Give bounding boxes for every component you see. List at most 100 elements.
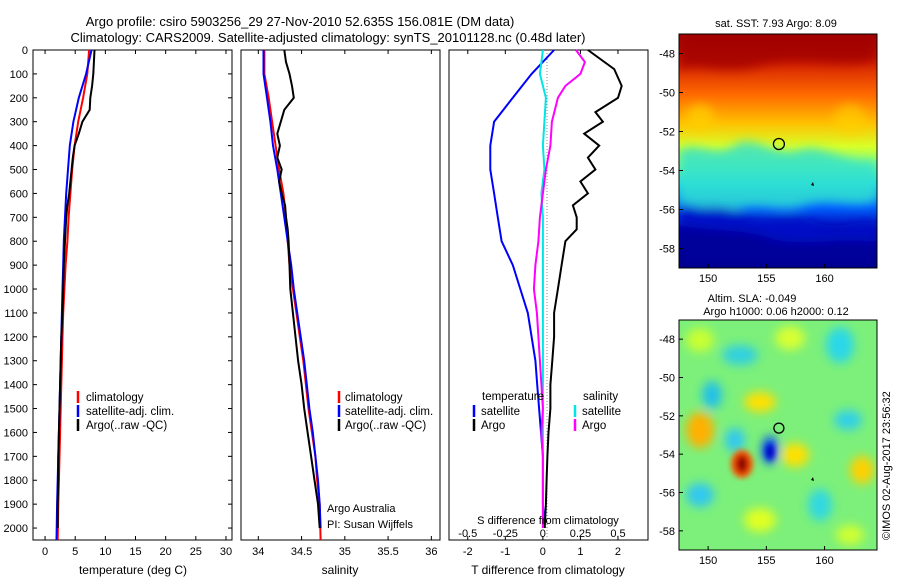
map-y-tick-label: -56	[659, 205, 675, 217]
x-tick-label: 25	[190, 546, 202, 558]
sla-map-frame	[678, 319, 878, 551]
temperature-x-ticks: 0 5 10 15 20 25 30	[42, 50, 232, 558]
secondary-x-tick-label: -0.25	[493, 528, 518, 540]
secondary-x-tick-label: 0.25	[570, 528, 591, 540]
map-y-tick-label: -50	[659, 373, 675, 385]
x-tick-label: 35	[339, 546, 351, 558]
sst-map-x-ticks: 150 155 160	[699, 264, 834, 285]
x-tick-label: 20	[160, 546, 172, 558]
x-tick-label: 0	[540, 546, 546, 558]
y-tick-label: 1400	[4, 380, 28, 392]
x-tick-label: 34.5	[291, 546, 312, 558]
salinity-series-satellite-adj-clim-	[262, 50, 322, 529]
map-x-tick-label: 155	[757, 555, 775, 567]
salinity-panel: 34 34.5 35 35.5 36 salinity climatology sate…	[240, 49, 441, 577]
sla-map-title-line-2: Argo h1000: 0.06 h2000: 0.12	[703, 306, 849, 318]
x-tick-label: -2	[463, 546, 473, 558]
y-tick-label: 700	[10, 212, 28, 224]
secondary-x-tick-label: 0.5	[610, 528, 625, 540]
map-x-tick-label: 160	[815, 555, 833, 567]
y-tick-label: 600	[10, 188, 28, 200]
sla-map: Altim. SLA: -0.049 Argo h1000: 0.06 h200…	[659, 293, 878, 567]
temperature-legend-satellite: satellite-adj. clim.	[86, 406, 174, 418]
salinity-legend-satellite: satellite-adj. clim.	[345, 406, 433, 418]
y-tick-label: 1700	[4, 451, 28, 463]
y-tick-label: 1600	[4, 427, 28, 439]
legend-t-satellite: satellite	[481, 406, 520, 418]
temperature-legend-climatology: climatology	[86, 392, 144, 404]
map-y-tick-label: -54	[659, 449, 675, 461]
y-tick-label: 400	[10, 141, 28, 153]
temperature-axes-frame	[32, 49, 233, 541]
legend-t-argo: Argo	[481, 420, 505, 432]
map-y-tick-label: -58	[659, 244, 675, 256]
y-tick-label: 2000	[4, 523, 28, 535]
salinity-series-argo-raw-qc-	[276, 49, 321, 529]
salinity-legend-climatology: climatology	[345, 392, 403, 404]
x-tick-label: 10	[99, 546, 111, 558]
sst-field	[679, 34, 877, 268]
difference-series-temperature-argo	[543, 49, 623, 529]
sst-argo-position-marker	[772, 137, 786, 151]
y-tick-label: 500	[10, 165, 28, 177]
difference-axes-frame	[448, 49, 649, 541]
secondary-x-tick-label: 0	[540, 528, 546, 540]
map-y-tick-label: -56	[659, 488, 675, 500]
difference-secondary-x-label: S difference from climatology	[477, 515, 619, 527]
y-tick-label: 1000	[4, 284, 28, 296]
y-tick-label: 300	[10, 117, 28, 129]
sla-argo-position-marker	[773, 422, 785, 434]
difference-x-ticks: -2 -1 0 1 2	[463, 50, 621, 558]
map-y-tick-label: -58	[659, 526, 675, 538]
difference-legend: temperature satellite Argo salinity sate…	[472, 391, 621, 432]
y-tick-label: 900	[10, 260, 28, 272]
temperature-series-argo-raw-qc-	[56, 49, 96, 528]
x-tick-label: 1	[577, 546, 583, 558]
difference-series-salinity-argo	[532, 49, 587, 528]
map-y-tick-label: -52	[659, 411, 675, 423]
map-y-tick-label: -50	[659, 88, 675, 100]
figure-title-line-2: Climatology: CARS2009. Satellite-adjuste…	[71, 30, 586, 45]
y-tick-label: 1500	[4, 404, 28, 416]
x-tick-label: -1	[500, 546, 510, 558]
y-tick-label: 1900	[4, 499, 28, 511]
map-x-tick-label: 150	[699, 555, 717, 567]
map-y-tick-label: -48	[659, 334, 675, 346]
temperature-legend-argo: Argo(..raw -QC)	[86, 420, 167, 432]
map-x-tick-label: 160	[815, 273, 833, 285]
difference-panel: -2 -1 0 1 2 -0.5 -0.25 0 0.25 0.5 T difference f…	[448, 49, 649, 577]
x-tick-label: 30	[220, 546, 232, 558]
x-tick-label: 15	[129, 546, 141, 558]
temperature-y-ticks: 0 100 200 300 400 500 600 700 800 900 1000 1100 1200…	[4, 45, 232, 535]
salinity-lines	[262, 49, 322, 541]
x-tick-label: 35.5	[377, 546, 398, 558]
legend-s-satellite: satellite	[582, 406, 621, 418]
y-tick-label: 1100	[4, 308, 28, 320]
y-tick-label: 100	[10, 69, 28, 81]
salinity-legend-argo: Argo(..raw -QC)	[345, 420, 426, 432]
temperature-series-climatology	[56, 49, 91, 541]
sla-map-x-ticks: 150 155 160	[699, 546, 834, 567]
sst-map-frame	[678, 33, 878, 269]
sst-island-marker	[811, 182, 814, 186]
temperature-legend: climatology satellite-adj. clim. Argo(..…	[76, 391, 174, 432]
sla-map-title-line-1: Altim. SLA: -0.049	[708, 293, 797, 305]
credit-text: ©IMOS 02-Aug-2017 23:56:32	[881, 391, 893, 540]
difference-lines	[489, 49, 623, 529]
y-tick-label: 200	[10, 93, 28, 105]
map-y-tick-label: -52	[659, 127, 675, 139]
figure-title-line-1: Argo profile: csiro 5903256_29 27-Nov-20…	[86, 14, 515, 29]
attribution-line-2: PI: Susan Wijffels	[327, 519, 413, 531]
x-tick-label: 34	[252, 546, 264, 558]
map-y-tick-label: -48	[659, 49, 675, 61]
sla-map-y-ticks: -48 -50 -52 -54 -56 -58	[659, 334, 683, 538]
legend-heading-salinity: salinity	[583, 391, 618, 403]
y-tick-label: 800	[10, 236, 28, 248]
salinity-x-ticks: 34 34.5 35 35.5 36	[252, 50, 437, 558]
map-x-tick-label: 155	[757, 273, 775, 285]
sla-field	[679, 320, 877, 550]
sst-map-title: sat. SST: 7.93 Argo: 8.09	[715, 18, 837, 30]
secondary-x-tick-label: -0.5	[458, 528, 477, 540]
y-tick-label: 1300	[4, 356, 28, 368]
temperature-panel: 0100200300400500600700800900100011001200…	[4, 45, 233, 577]
